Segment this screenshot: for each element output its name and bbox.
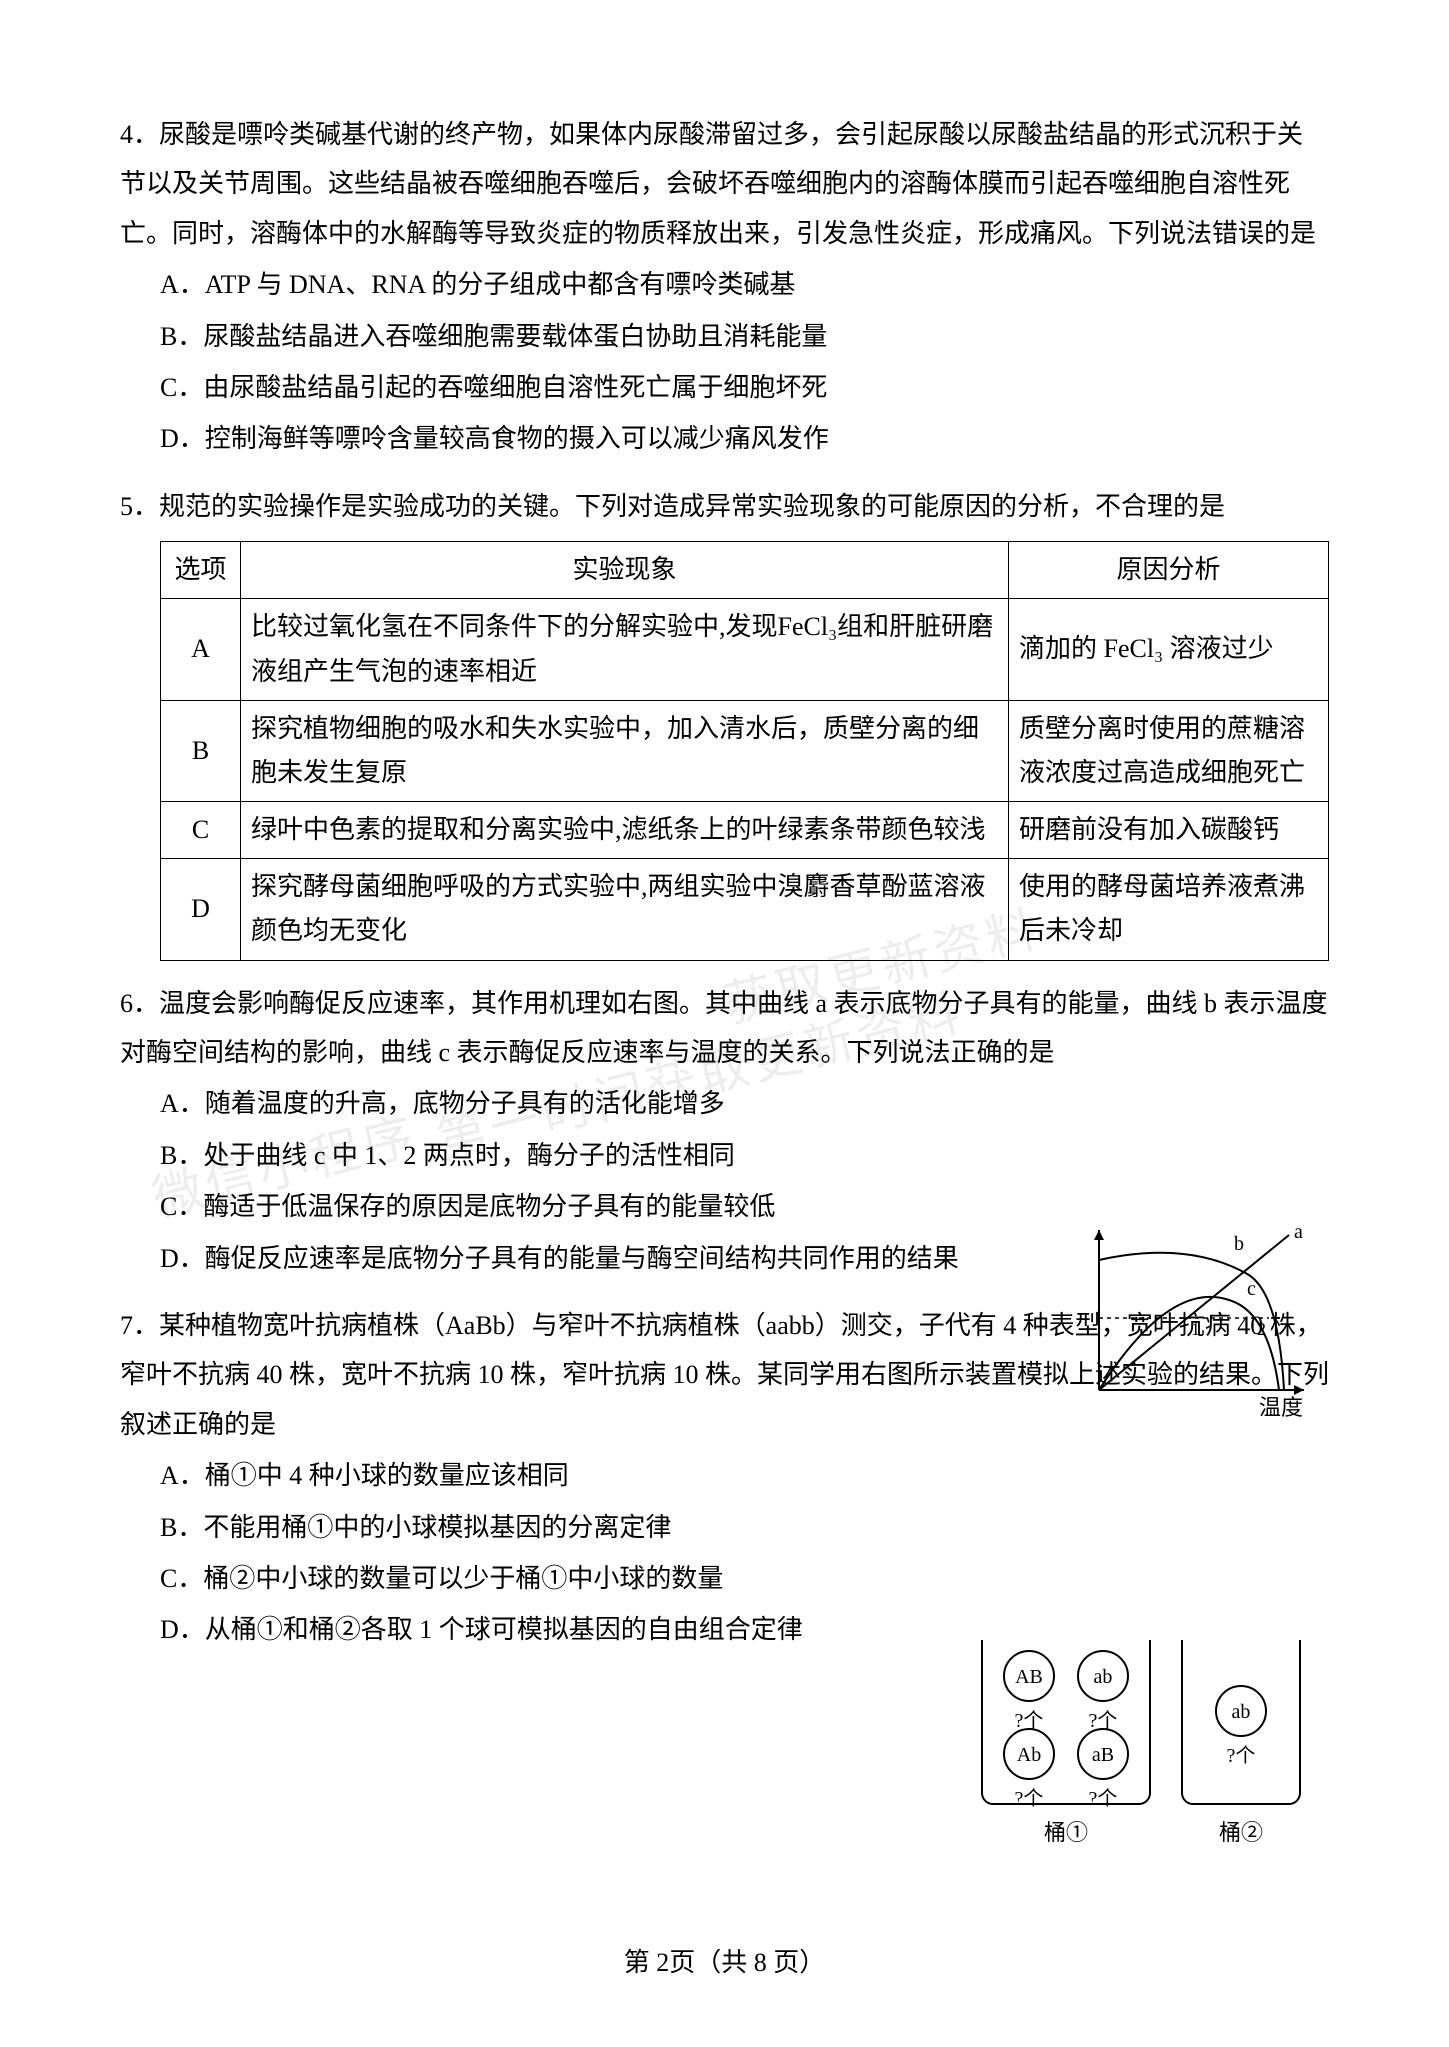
q7-option-b: B．不能用桶①中的小球模拟基因的分离定律 <box>120 1503 1329 1552</box>
q6-xlabel: 温度 <box>1259 1395 1303 1420</box>
ball-ab-mix2: aB <box>1077 1728 1129 1780</box>
q5-row-reason: 使用的酵母菌培养液煮沸后未冷却 <box>1009 859 1329 960</box>
q6-label-b: b <box>1234 1233 1244 1255</box>
q6-option-a: A．随着温度的升高，底物分子具有的活化能增多 <box>120 1079 1329 1128</box>
question-5: 5．规范的实验操作是实验成功的关键。下列对造成异常实验现象的可能原因的分析，不合… <box>120 482 1329 961</box>
q6-label-2: 2 <box>1257 1319 1266 1339</box>
table-row: C 绿叶中色素的提取和分离实验中,滤纸条上的叶绿素条带颜色较浅 研磨前没有加入碳… <box>161 802 1329 859</box>
q6-label-a: a <box>1294 1221 1303 1243</box>
q5-th-reason: 原因分析 <box>1009 542 1329 599</box>
q6-number: 6． <box>120 989 159 1018</box>
q6-graph: a b c 1 2 温度 <box>1069 1220 1319 1420</box>
ball-ab-only: ab <box>1215 1685 1267 1737</box>
bucket-2-label: 桶② <box>1181 1812 1301 1854</box>
q5-row-phen: 探究植物细胞的吸水和失水实验中，加入清水后，质壁分离的细胞未发生复原 <box>241 700 1009 801</box>
q5-row-phen: 探究酵母菌细胞呼吸的方式实验中,两组实验中溴麝香草酚蓝溶液颜色均无变化 <box>241 859 1009 960</box>
q7-buckets: AB ?个 ab ?个 Ab ?个 aB ?个 桶① ab ?个 桶② <box>981 1640 1321 1850</box>
q5-row-phen: 绿叶中色素的提取和分离实验中,滤纸条上的叶绿素条带颜色较浅 <box>241 802 1009 859</box>
q5-row-phen: 比较过氧化氢在不同条件下的分解实验中,发现FeCl₃组和肝脏研磨液组产生气泡的速… <box>241 599 1009 700</box>
q4-number: 4． <box>120 120 159 149</box>
table-row: B 探究植物细胞的吸水和失水实验中，加入清水后，质壁分离的细胞未发生复原 质壁分… <box>161 700 1329 801</box>
q4-stem: 尿酸是嘌呤类碱基代谢的终产物，如果体内尿酸滞留过多，会引起尿酸以尿酸盐结晶的形式… <box>120 120 1316 248</box>
q7-option-a: A．桶①中 4 种小球的数量应该相同 <box>120 1451 1329 1500</box>
q5-th-opt: 选项 <box>161 542 241 599</box>
q5-stem: 规范的实验操作是实验成功的关键。下列对造成异常实验现象的可能原因的分析，不合理的… <box>159 492 1225 521</box>
q5-row-opt: D <box>161 859 241 960</box>
ball-ab-upper: AB <box>1003 1650 1055 1702</box>
q5-row-reason: 研磨前没有加入碳酸钙 <box>1009 802 1329 859</box>
q6-label-c: c <box>1247 1278 1256 1300</box>
q5-table: 选项 实验现象 原因分析 A 比较过氧化氢在不同条件下的分解实验中,发现FeCl… <box>160 541 1329 961</box>
q4-option-d: D．控制海鲜等嘌呤含量较高食物的摄入可以减少痛风发作 <box>120 414 1329 463</box>
ball-count: ?个 <box>1215 1737 1267 1775</box>
q4-option-c: C．由尿酸盐结晶引起的吞噬细胞自溶性死亡属于细胞坏死 <box>120 363 1329 412</box>
q6-option-b: B．处于曲线 c 中 1、2 两点时，酶分子的活性相同 <box>120 1131 1329 1180</box>
table-row: D 探究酵母菌细胞呼吸的方式实验中,两组实验中溴麝香草酚蓝溶液颜色均无变化 使用… <box>161 859 1329 960</box>
q7-option-c: C．桶②中小球的数量可以少于桶①中小球的数量 <box>120 1554 1329 1603</box>
bucket-1-label: 桶① <box>981 1812 1151 1854</box>
q6-graph-svg: a b c 1 2 温度 <box>1069 1220 1319 1420</box>
table-row: A 比较过氧化氢在不同条件下的分解实验中,发现FeCl₃组和肝脏研磨液组产生气泡… <box>161 599 1329 700</box>
q5-number: 5． <box>120 492 159 521</box>
q4-option-b: B．尿酸盐结晶进入吞噬细胞需要载体蛋白协助且消耗能量 <box>120 312 1329 361</box>
q5-row-opt: B <box>161 700 241 801</box>
q5-th-phen: 实验现象 <box>241 542 1009 599</box>
question-4: 4．尿酸是嘌呤类碱基代谢的终产物，如果体内尿酸滞留过多，会引起尿酸以尿酸盐结晶的… <box>120 110 1329 464</box>
q5-row-reason: 质壁分离时使用的蔗糖溶液浓度过高造成细胞死亡 <box>1009 700 1329 801</box>
q7-number: 7． <box>120 1311 159 1340</box>
q6-stem: 温度会影响酶促反应速率，其作用机理如右图。其中曲线 a 表示底物分子具有的能量，… <box>120 989 1328 1067</box>
ball-ab-mix1: Ab <box>1003 1728 1055 1780</box>
q4-option-a: A．ATP 与 DNA、RNA 的分子组成中都含有嘌呤类碱基 <box>120 260 1329 309</box>
q5-row-opt: C <box>161 802 241 859</box>
q6-label-1: 1 <box>1191 1319 1200 1339</box>
page-footer: 第 2页（共 8 页） <box>0 1938 1449 1987</box>
ball-ab-lower: ab <box>1077 1650 1129 1702</box>
q5-row-reason: 滴加的 FeCl₃ 溶液过少 <box>1009 599 1329 700</box>
q5-row-opt: A <box>161 599 241 700</box>
